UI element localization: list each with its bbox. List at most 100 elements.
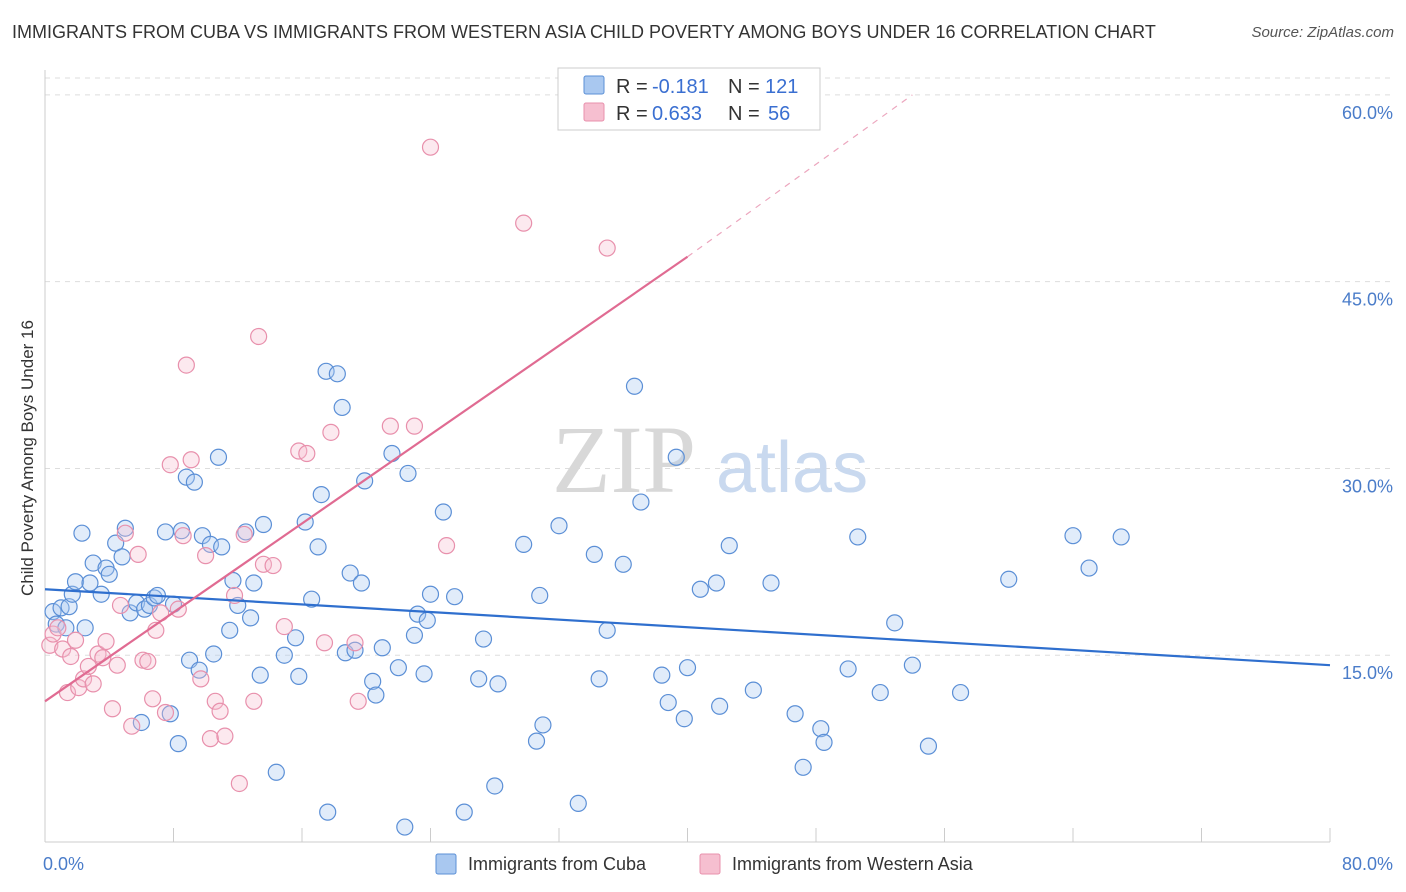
series-legend: Immigrants from Cuba Immigrants from Wes… (435, 853, 974, 875)
legend-r-value-cuba: -0.181 (652, 76, 709, 98)
point-cuba-22 (145, 589, 163, 607)
point-cuba-49 (290, 667, 308, 685)
point-cuba-104 (762, 574, 780, 592)
point-wasia-30 (182, 451, 200, 469)
point-cuba-15 (113, 548, 131, 566)
y-tick-label-15: 15.0% (1342, 663, 1393, 683)
point-wasia-10 (84, 675, 102, 693)
legend-swatch-wasia-bottom (699, 853, 721, 875)
point-wasia-15 (108, 656, 126, 674)
point-cuba-109 (839, 660, 857, 678)
axes (44, 70, 1331, 843)
point-wasia-0 (41, 636, 59, 654)
point-cuba-79 (474, 630, 493, 648)
point-cuba-97 (675, 710, 693, 728)
point-cuba-74 (421, 585, 440, 603)
point-cuba-115 (951, 683, 970, 702)
point-cuba-36 (209, 448, 228, 466)
point-cuba-54 (317, 362, 335, 380)
legend-swatch-cuba-bottom (435, 853, 457, 875)
point-cuba-86 (550, 517, 568, 535)
legend-r-label-wasia: R = (616, 103, 648, 125)
point-cuba-42 (242, 609, 260, 627)
point-cuba-11 (92, 585, 110, 603)
point-cuba-90 (598, 621, 616, 639)
point-wasia-39 (235, 525, 253, 544)
legend-n-value-cuba: 121 (765, 76, 798, 98)
point-cuba-46 (267, 763, 285, 781)
point-wasia-13 (97, 632, 115, 651)
point-cuba-55 (319, 803, 337, 821)
point-cuba-53 (312, 486, 330, 504)
point-cuba-110 (849, 528, 867, 546)
point-cuba-37 (213, 538, 231, 556)
point-cuba-16 (116, 519, 134, 537)
point-wasia-2 (49, 619, 67, 637)
point-wasia-53 (421, 138, 440, 156)
point-cuba-57 (333, 398, 351, 417)
point-cuba-95 (659, 693, 677, 712)
point-cuba-13 (100, 565, 118, 583)
point-wasia-17 (116, 524, 134, 542)
point-wasia-47 (315, 634, 334, 652)
point-cuba-56 (328, 365, 346, 383)
y-tick-label-30: 30.0% (1342, 476, 1393, 496)
stats-legend: R = -0.181 N = 121 R = 0.633 N = 56 (557, 67, 821, 131)
point-cuba-66 (383, 444, 401, 463)
point-cuba-116 (1000, 570, 1018, 588)
legend-swatch-cuba (583, 75, 605, 95)
trend-line-wasia (44, 255, 689, 703)
point-wasia-36 (216, 727, 234, 745)
point-cuba-38 (221, 621, 239, 639)
point-wasia-25 (156, 703, 175, 722)
point-wasia-28 (174, 527, 192, 545)
legend-n-label-cuba: N = (728, 76, 760, 98)
point-cuba-34 (201, 535, 220, 554)
point-cuba-73 (418, 611, 436, 629)
point-wasia-41 (250, 327, 268, 346)
point-cuba-114 (919, 737, 938, 755)
legend-n-value-wasia: 56 (768, 103, 790, 125)
point-cuba-51 (303, 590, 321, 608)
point-wasia-34 (206, 692, 224, 710)
point-wasia-44 (275, 617, 293, 636)
x-tick-label-max: 80.0% (1342, 854, 1393, 874)
point-wasia-31 (192, 670, 210, 688)
point-wasia-50 (349, 692, 367, 710)
point-cuba-103 (744, 681, 762, 699)
legend-r-value-wasia: 0.633 (652, 103, 702, 125)
point-cuba-102 (720, 537, 738, 555)
point-cuba-81 (489, 675, 507, 693)
point-wasia-29 (177, 356, 195, 374)
point-cuba-7 (73, 524, 91, 542)
point-cuba-68 (396, 818, 414, 836)
legend-swatch-wasia (583, 102, 605, 122)
point-wasia-26 (161, 456, 179, 474)
point-cuba-89 (590, 670, 608, 688)
point-cuba-76 (445, 588, 464, 606)
point-cuba-83 (527, 732, 546, 750)
point-cuba-105 (786, 705, 804, 723)
point-cuba-67 (389, 659, 407, 677)
point-cuba-65 (373, 639, 391, 657)
point-wasia-6 (66, 631, 85, 649)
point-wasia-21 (139, 652, 157, 671)
point-cuba-113 (903, 656, 921, 674)
point-cuba-98 (678, 659, 697, 677)
chart-title: IMMIGRANTS FROM CUBA VS IMMIGRANTS FROM … (12, 22, 1156, 42)
point-wasia-46 (298, 444, 316, 463)
point-cuba-80 (486, 777, 504, 795)
point-cuba-94 (653, 666, 671, 684)
trend-line-cuba (44, 588, 1331, 667)
point-cuba-61 (352, 574, 371, 592)
point-cuba-35 (205, 645, 223, 663)
watermark-atlas: atlas (716, 428, 868, 508)
point-wasia-51 (381, 417, 399, 435)
point-cuba-111 (871, 683, 889, 702)
point-cuba-45 (254, 515, 273, 534)
legend-label-wasia: Immigrants from Western Asia (732, 854, 974, 874)
point-wasia-40 (245, 692, 263, 710)
y-tick-label-60: 60.0% (1342, 103, 1393, 123)
point-cuba-43 (245, 574, 263, 592)
tick-labels: 15.0% 30.0% 45.0% 60.0% 0.0% 80.0% (43, 103, 1393, 874)
